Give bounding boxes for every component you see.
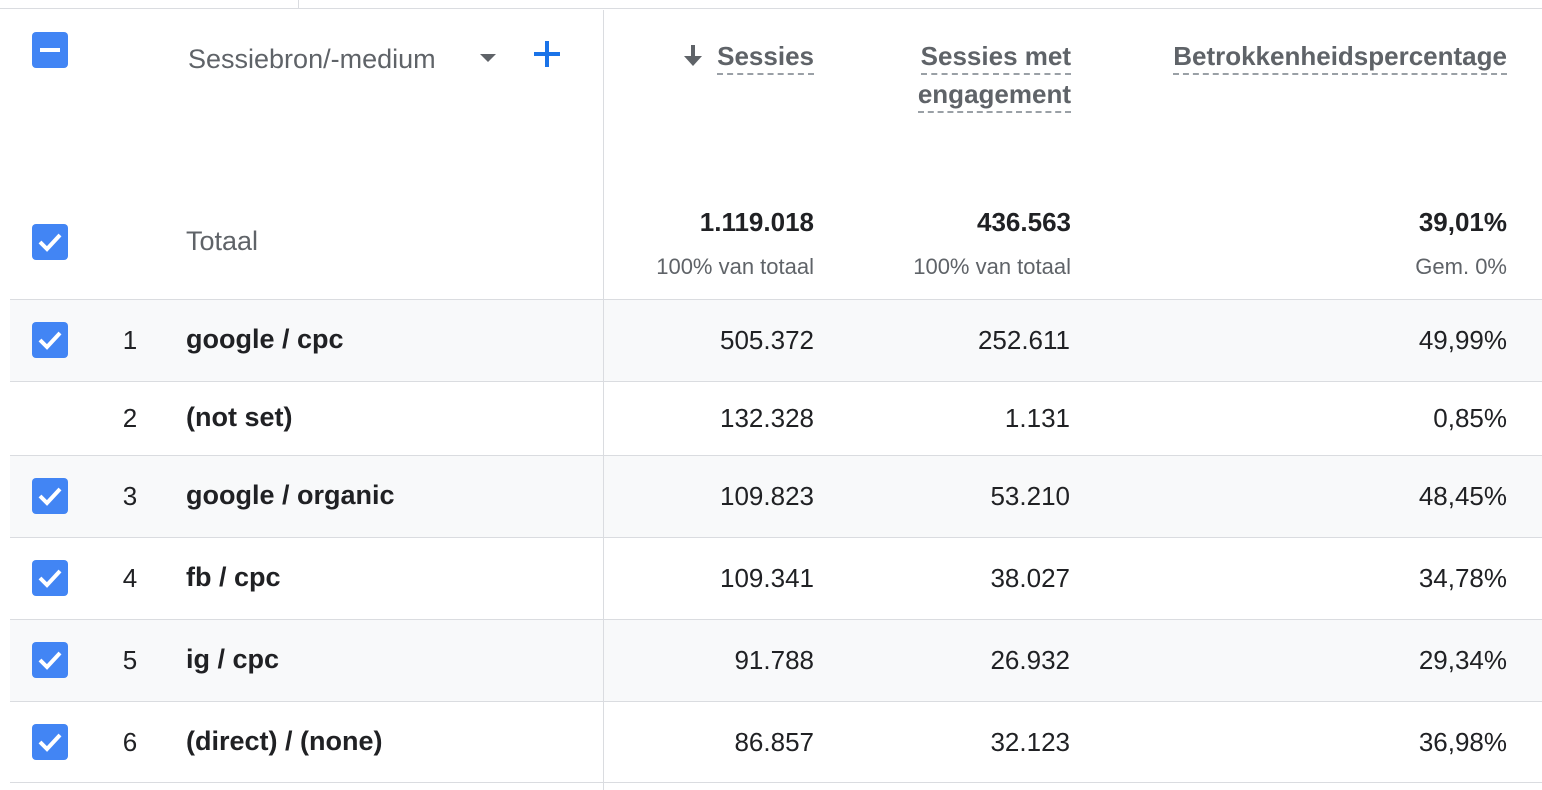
row-engaged: 252.611 — [977, 325, 1070, 355]
total-rate-sub: Gem. 0% — [1415, 254, 1507, 279]
row-sessies: 91.788 — [734, 645, 814, 675]
row-checkbox[interactable] — [32, 560, 68, 596]
minus-icon — [40, 48, 60, 52]
table-row[interactable]: 3 google / organic 109.823 53.210 48,45% — [10, 456, 1542, 538]
total-sessies-sub: 100% van totaal — [656, 254, 814, 279]
table-row[interactable]: 6 (direct) / (none) 86.857 32.123 36,98% — [10, 702, 1542, 783]
sort-arrow-down-icon[interactable] — [680, 43, 706, 69]
row-number: 2 — [122, 403, 138, 433]
total-engaged-sub: 100% van totaal — [913, 254, 1071, 279]
row-sessies: 132.328 — [720, 403, 814, 433]
row-checkbox[interactable] — [32, 724, 68, 760]
checkmark-icon — [38, 233, 62, 252]
table-row[interactable]: 5 ig / cpc 91.788 26.932 29,34% — [10, 620, 1542, 702]
row-rate: 36,98% — [1418, 727, 1507, 757]
row-dimension-value: (direct) / (none) — [186, 726, 383, 756]
total-sessies: 1.119.018 — [699, 207, 814, 237]
column-header-sessies[interactable]: Sessies — [700, 37, 814, 75]
row-engaged: 38.027 — [990, 563, 1070, 593]
row-rate: 48,45% — [1418, 481, 1507, 511]
top-border — [0, 0, 1542, 9]
row-rate: 34,78% — [1418, 563, 1507, 593]
column-resize-tick — [298, 0, 299, 8]
checkmark-icon — [38, 569, 62, 588]
select-all-checkbox-indeterminate[interactable] — [32, 32, 68, 68]
checkmark-icon — [38, 331, 62, 350]
row-sessies: 86.857 — [734, 727, 814, 757]
row-number: 1 — [122, 325, 138, 355]
row-dimension-value: (not set) — [186, 402, 293, 432]
table-row[interactable]: 1 google / cpc 505.372 252.611 49,99% — [10, 300, 1542, 382]
chevron-down-icon[interactable] — [480, 54, 496, 62]
total-engaged: 436.563 — [977, 207, 1071, 237]
totals-checkbox[interactable] — [32, 224, 68, 260]
checkmark-icon — [38, 487, 62, 506]
dimension-selector[interactable]: Sessiebron/-medium — [188, 44, 436, 74]
table-header: Sessiebron/-medium Sessies Sessies met e… — [10, 10, 1542, 300]
row-rate: 49,99% — [1418, 325, 1507, 355]
row-rate: 29,34% — [1418, 645, 1507, 675]
row-engaged: 32.123 — [990, 727, 1070, 757]
row-sessies: 505.372 — [720, 325, 814, 355]
row-engaged: 26.932 — [990, 645, 1070, 675]
column-header-betrokkenheidspercentage[interactable]: Betrokkenheidspercentage — [1110, 37, 1507, 75]
row-sessies: 109.341 — [720, 563, 814, 593]
totals-label: Totaal — [186, 226, 259, 256]
row-checkbox[interactable] — [32, 478, 68, 514]
checkmark-icon — [38, 733, 62, 752]
row-dimension-value: google / organic — [186, 480, 395, 510]
column-header-sessies-met-engagement[interactable]: Sessies met engagement — [850, 37, 1071, 113]
total-rate: 39,01% — [1418, 207, 1507, 237]
row-number: 5 — [122, 645, 138, 675]
row-checkbox[interactable] — [32, 642, 68, 678]
row-dimension-value: fb / cpc — [186, 562, 281, 592]
add-dimension-plus-icon[interactable] — [534, 41, 560, 67]
row-sessies: 109.823 — [720, 481, 814, 511]
row-number: 3 — [122, 481, 138, 511]
row-rate: 0,85% — [1433, 403, 1507, 433]
row-dimension-value: ig / cpc — [186, 644, 280, 674]
row-number: 4 — [122, 563, 138, 593]
row-checkbox[interactable] — [32, 322, 68, 358]
table-row[interactable]: 4 fb / cpc 109.341 38.027 34,78% — [10, 538, 1542, 620]
row-engaged: 1.131 — [1004, 403, 1070, 433]
row-engaged: 53.210 — [990, 481, 1070, 511]
checkmark-icon — [38, 651, 62, 670]
column-divider — [603, 10, 604, 790]
row-dimension-value: google / cpc — [186, 324, 344, 354]
table-row[interactable]: 2 (not set) 132.328 1.131 0,85% — [10, 382, 1542, 456]
row-number: 6 — [122, 727, 138, 757]
